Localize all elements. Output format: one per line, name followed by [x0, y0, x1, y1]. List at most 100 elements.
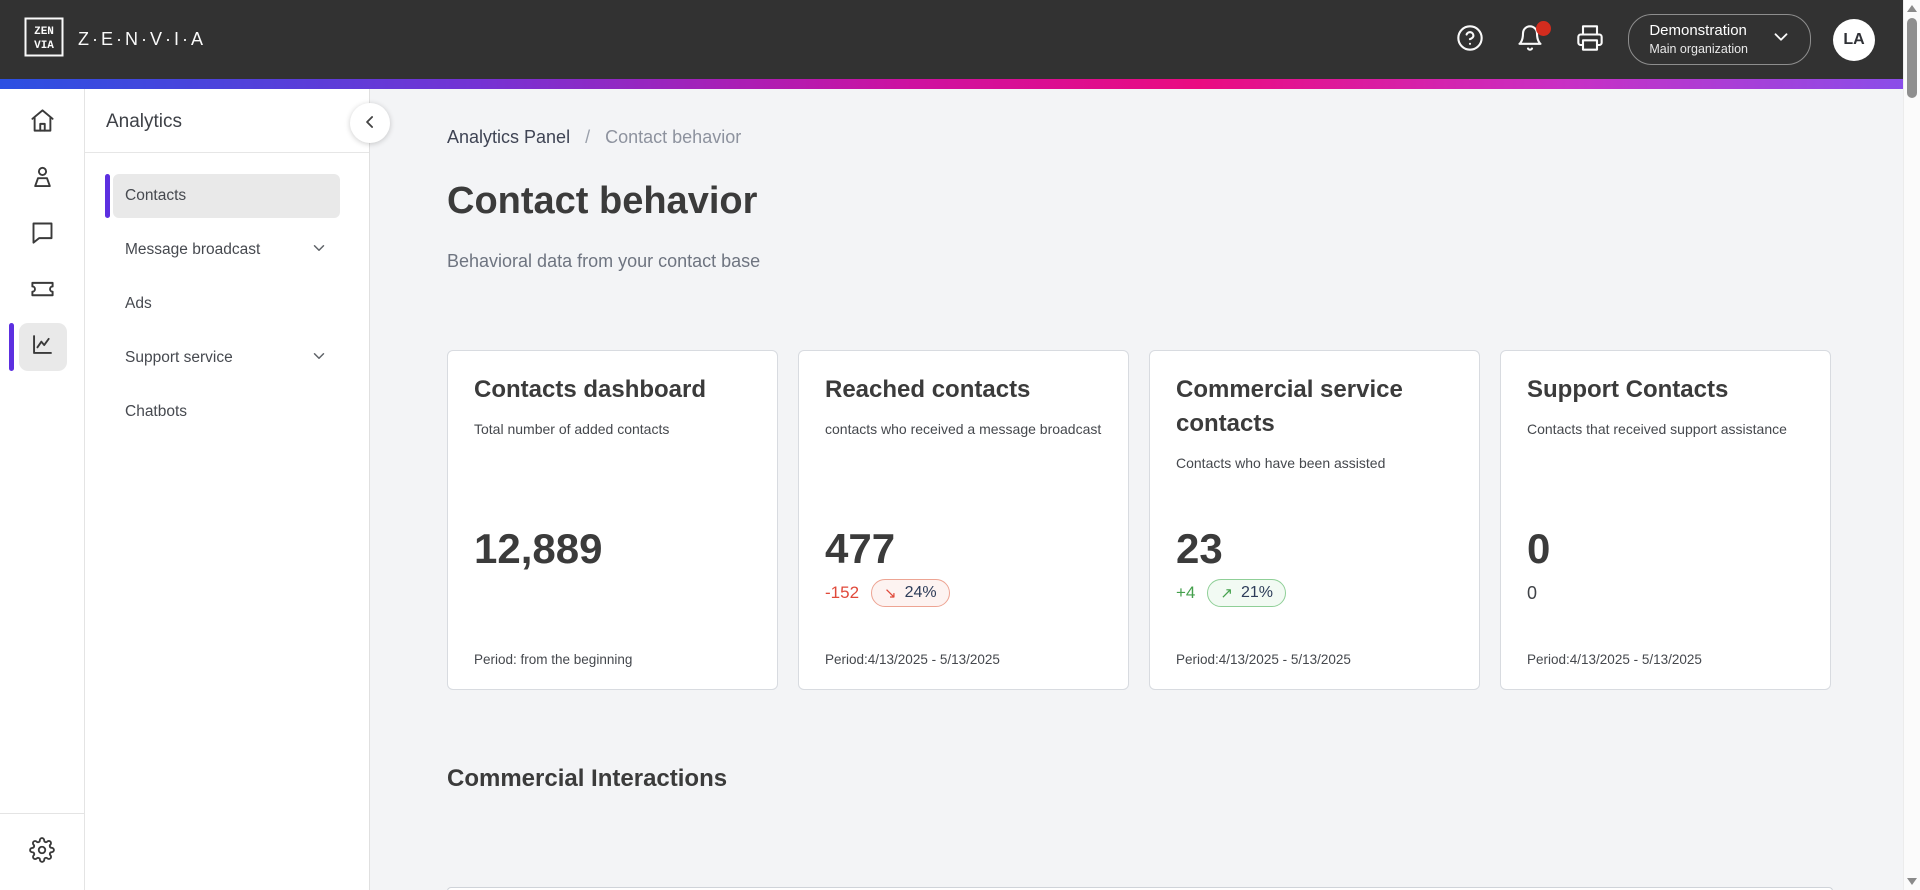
trend-badge-down: ↘ 24% — [871, 579, 950, 608]
svg-text:VIA: VIA — [34, 40, 54, 52]
commercial-interactions-card — [447, 887, 1833, 890]
help-button[interactable] — [1454, 24, 1486, 56]
card-support-contacts: Support Contacts Contacts that received … — [1500, 350, 1831, 691]
ticket-icon — [29, 275, 56, 307]
panel-title: Analytics — [106, 111, 183, 132]
card-description: Contacts who have been assisted — [1176, 455, 1386, 472]
rail-item-analytics[interactable] — [0, 323, 85, 371]
organization-name: Demonstration — [1649, 22, 1747, 39]
zenvia-logo-mark-icon: ZEN VIA — [24, 17, 64, 62]
card-value: 0 — [1527, 525, 1551, 573]
breadcrumb-analytics-panel[interactable]: Analytics Panel — [447, 127, 571, 147]
panel-item-label: Ads — [125, 295, 152, 312]
breadcrumb-current: Contact behavior — [605, 127, 742, 147]
contacts-icon — [29, 163, 56, 195]
collapse-panel-button[interactable] — [350, 103, 390, 143]
page-body: Analytics Contacts Message broadcast Ads… — [0, 89, 1903, 890]
card-value: 477 — [825, 525, 896, 573]
delta-value: 0 — [1527, 582, 1538, 603]
brand-gradient-bar — [0, 79, 1903, 89]
badge-percent: 24% — [904, 584, 937, 602]
rail-item-tickets[interactable] — [0, 274, 85, 308]
page-subtitle: Behavioral data from your contact base — [447, 251, 761, 272]
chevron-down-icon — [310, 239, 328, 262]
card-description: contacts who received a message broadcas… — [825, 421, 1102, 438]
breadcrumb: Analytics Panel / Contact behavior — [447, 126, 1903, 148]
rail-item-home[interactable] — [0, 106, 85, 140]
user-avatar[interactable]: LA — [1833, 18, 1875, 61]
scrollbar-thumb[interactable] — [1907, 18, 1917, 98]
badge-percent: 21% — [1240, 584, 1273, 602]
notifications-button[interactable] — [1514, 20, 1552, 56]
card-value: 12,889 — [474, 525, 603, 573]
chevron-down-icon — [310, 347, 328, 370]
rail-bottom-group — [0, 813, 84, 890]
gear-icon — [29, 836, 55, 868]
scroll-down-arrow-icon[interactable] — [1907, 878, 1917, 885]
analytics-icon — [29, 331, 56, 363]
section-title-commercial-interactions: Commercial Interactions — [447, 765, 728, 793]
scroll-up-arrow-icon[interactable] — [1907, 5, 1917, 12]
page-title: Contact behavior — [447, 180, 758, 222]
organization-switcher[interactable]: Demonstration Main organization — [1628, 14, 1811, 65]
card-description: Total number of added contacts — [474, 421, 670, 438]
card-period: Period:4/13/2025 - 5/13/2025 — [1527, 652, 1702, 668]
home-icon — [29, 107, 56, 139]
delta-value: -152 — [825, 583, 860, 603]
panel-item-chatbots[interactable]: Chatbots — [113, 390, 340, 434]
printer-icon — [1576, 24, 1604, 55]
card-delta-row: -152 ↘ 24% — [825, 579, 950, 608]
icon-rail — [0, 89, 85, 890]
card-period: Period:4/13/2025 - 5/13/2025 — [825, 652, 1000, 668]
organization-subtitle: Main organization — [1649, 42, 1748, 56]
card-period: Period: from the beginning — [474, 652, 633, 668]
card-commercial-service-contacts: Commercial service contacts Contacts who… — [1149, 350, 1480, 691]
card-description: Contacts that received support assistanc… — [1527, 421, 1787, 438]
notification-badge-dot — [1536, 20, 1552, 36]
help-icon — [1456, 24, 1484, 55]
card-delta-row: 0 — [1527, 579, 1537, 607]
card-title: Commercial service contacts — [1176, 376, 1403, 438]
panel-item-label: Chatbots — [125, 403, 188, 420]
active-rail-highlight — [18, 323, 67, 371]
card-title: Support Contacts — [1527, 376, 1729, 404]
print-button[interactable] — [1574, 24, 1606, 56]
svg-text:ZEN: ZEN — [34, 26, 54, 38]
scrollbar[interactable] — [1903, 0, 1920, 890]
rail-item-conversations[interactable] — [0, 218, 85, 252]
card-title: Contacts dashboard — [474, 376, 707, 404]
card-delta-row: +4 ↗ 21% — [1176, 579, 1286, 608]
chevron-down-icon — [1770, 26, 1792, 53]
breadcrumb-separator: / — [585, 127, 591, 147]
rail-item-contacts[interactable] — [0, 162, 85, 196]
rail-item-settings[interactable] — [0, 814, 84, 890]
main-content: Analytics Panel / Contact behavior Conta… — [370, 89, 1903, 890]
zenvia-logo[interactable]: ZEN VIA Z·E·N·V·I·A — [24, 17, 206, 62]
panel-item-ads[interactable]: Ads — [113, 282, 340, 326]
topbar-actions: Demonstration Main organization LA — [1426, 14, 1875, 65]
brand-wordmark: Z·E·N·V·I·A — [78, 29, 206, 49]
arrow-up-right-icon: ↗ — [1220, 584, 1233, 602]
panel-item-message-broadcast[interactable]: Message broadcast — [113, 228, 340, 272]
panel-item-label: Contacts — [125, 187, 187, 204]
organization-labels: Demonstration Main organization — [1649, 22, 1748, 57]
delta-value: +4 — [1176, 583, 1196, 603]
chat-icon — [29, 219, 56, 251]
rail-divider — [0, 813, 84, 814]
kpi-cards-row: Contacts dashboard Total number of added… — [447, 350, 1903, 691]
topbar: ZEN VIA Z·E·N·V·I·A — [0, 0, 1903, 79]
panel-item-support-service[interactable]: Support service — [113, 336, 340, 380]
panel-divider — [85, 152, 369, 153]
bell-icon — [1516, 24, 1544, 55]
panel-item-contacts[interactable]: Contacts — [105, 174, 340, 218]
card-title: Reached contacts — [825, 376, 1031, 404]
panel-item-label: Support service — [125, 349, 233, 366]
arrow-down-right-icon: ↘ — [884, 584, 897, 602]
panel-menu: Contacts Message broadcast Ads Support s… — [85, 174, 369, 434]
trend-badge-up: ↗ 21% — [1207, 579, 1286, 608]
card-value: 23 — [1176, 525, 1223, 573]
card-period: Period:4/13/2025 - 5/13/2025 — [1176, 652, 1351, 668]
card-reached-contacts: Reached contacts contacts who received a… — [798, 350, 1129, 691]
analytics-panel: Analytics Contacts Message broadcast Ads… — [85, 89, 370, 890]
